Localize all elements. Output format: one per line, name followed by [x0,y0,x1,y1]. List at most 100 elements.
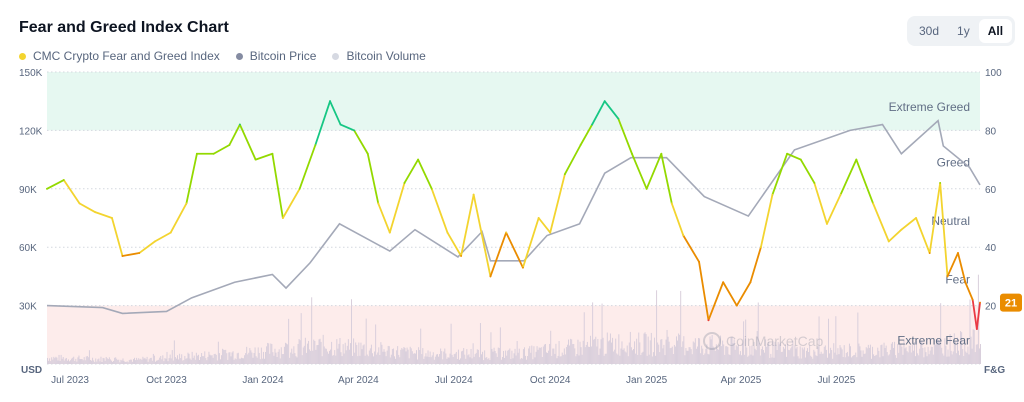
volume-bar [831,350,833,364]
volume-bar [311,297,313,364]
volume-bar [704,353,706,364]
volume-bar [948,356,950,364]
volume-bar [225,349,227,364]
volume-bar [207,356,209,364]
volume-bar [72,357,74,364]
volume-bar [586,341,588,364]
volume-bar [88,350,90,364]
fear-greed-segment [281,187,301,219]
volume-bar [673,344,675,364]
fear-greed-segment [939,182,949,278]
fear-greed-point [946,275,949,278]
volume-bar [478,357,480,364]
volume-bar [972,329,974,364]
volume-bar [702,348,704,364]
volume-bar [253,353,255,364]
volume-bar [331,341,333,364]
volume-bar [813,349,815,364]
volume-bar [176,355,178,364]
volume-bar [183,360,185,364]
fear-greed-point [212,152,215,155]
range-1y-button[interactable]: 1y [948,19,979,43]
volume-bar [485,357,487,364]
volume-bar [101,361,103,364]
range-all-button[interactable]: All [978,19,1013,43]
volume-bar [322,334,324,364]
legend-item-bitcoin-volume[interactable]: Bitcoin Volume [332,49,426,63]
volume-bar [548,350,550,364]
range-30d-button[interactable]: 30d [910,19,948,43]
volume-bar [465,358,467,364]
volume-bar [964,341,966,364]
volume-bar [846,351,848,364]
volume-bar [606,332,608,364]
volume-bar [687,350,689,364]
volume-bar [421,354,423,364]
volume-bar [935,339,937,364]
volume-bar [162,355,164,364]
volume-bar [392,348,394,364]
volume-bar [456,358,458,364]
volume-bar [147,361,149,364]
volume-bar [200,356,202,364]
volume-bar [453,354,455,364]
fear-greed-segment [353,129,369,155]
fear-greed-point [446,231,449,234]
volume-bar [766,346,768,364]
right-axis-unit: F&G [984,365,1005,376]
volume-bar [760,349,762,364]
volume-bar [327,353,329,364]
volume-bar [386,350,388,364]
volume-bar [476,349,478,364]
volume-bar [460,358,462,364]
volume-bar [266,346,268,364]
volume-bar [878,350,880,364]
volume-bar [899,344,901,364]
fear-greed-segment [403,158,420,184]
volume-bar [450,323,452,364]
volume-bar [195,352,197,364]
volume-bar [727,347,729,364]
volume-bar [651,356,653,364]
fear-greed-point [460,255,462,257]
volume-bar [941,347,943,364]
volume-bar [475,352,477,364]
left-axis-unit: USD [21,365,42,376]
fear-greed-segment [339,123,356,132]
legend-item-bitcoin-price[interactable]: Bitcoin Price [235,49,316,63]
volume-bar [287,344,289,364]
volume-bar [583,312,585,364]
volume-bar [302,347,304,364]
volume-bar [157,360,159,364]
volume-bar [843,345,845,364]
volume-bar [436,354,438,364]
fear-greed-segment [839,158,858,196]
volume-bar [877,347,879,364]
volume-bar [210,355,212,364]
fear-greed-point [786,152,789,155]
volume-bar [859,346,861,364]
volume-bar [325,348,327,364]
volume-bar [151,360,153,364]
volume-bar [686,350,688,364]
right-axis-tick: 40 [985,243,997,254]
volume-bar [870,358,872,364]
badge-value: 21 [1005,298,1017,310]
volume-bar [560,356,562,364]
volume-bar [578,355,580,364]
fear-greed-segment [579,123,594,146]
legend-item-fear-greed[interactable]: CMC Crypto Fear and Greed Index [19,49,220,63]
volume-bar [659,352,661,364]
volume-bar [614,349,616,364]
volume-bar [271,344,273,364]
volume-bar [902,354,904,364]
volume-bar [517,352,519,364]
fear-greed-segment [799,158,816,184]
volume-bar [520,358,522,364]
volume-bar [354,352,356,364]
volume-bar [308,340,310,364]
volume-bar [811,356,813,364]
volume-bar [633,349,635,364]
volume-bar [952,351,954,364]
